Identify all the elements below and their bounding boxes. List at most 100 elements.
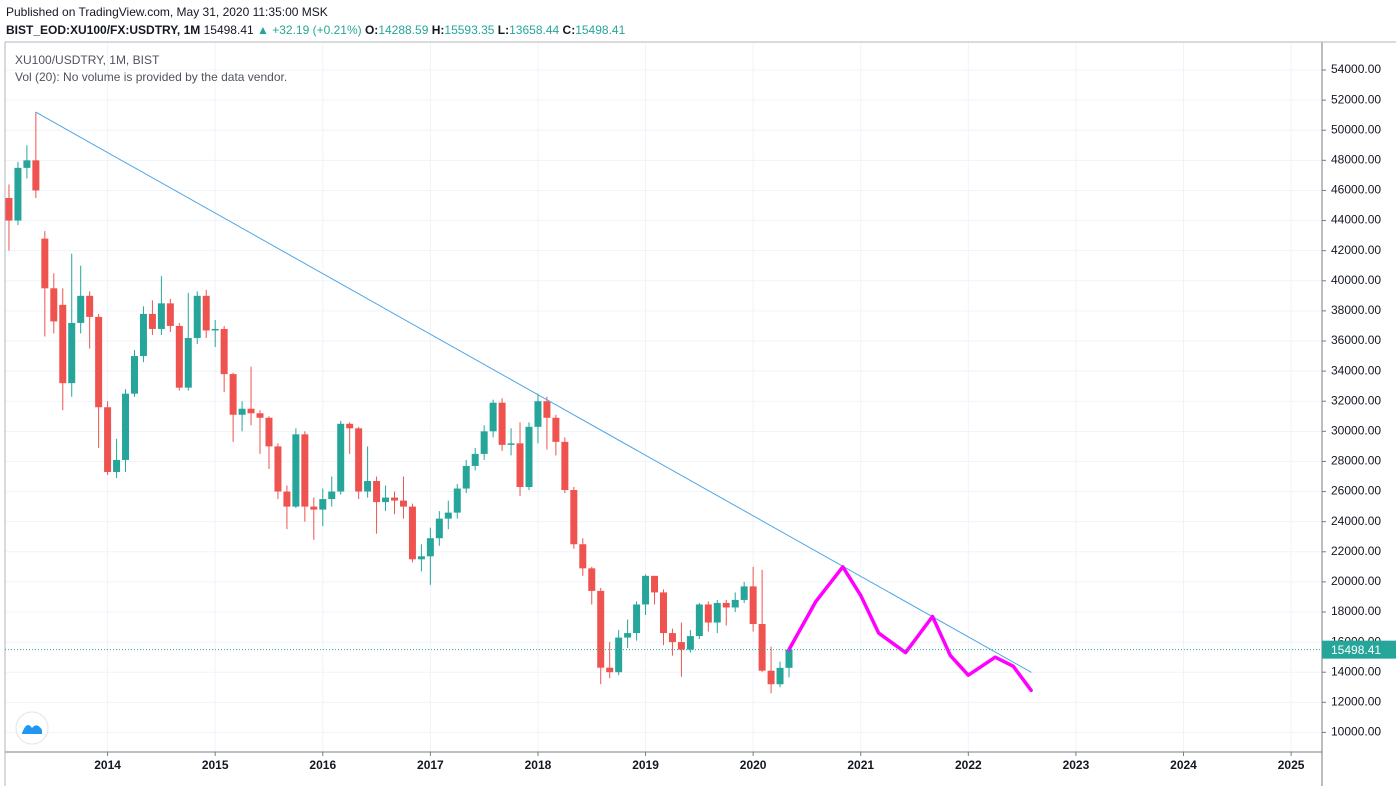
- y-tick-label: 26000.00: [1331, 484, 1381, 498]
- candle-body: [113, 459, 121, 472]
- candle-body: [247, 408, 255, 414]
- candle-body: [229, 374, 237, 415]
- y-tick-label: 34000.00: [1331, 363, 1381, 377]
- y-tick-label: 50000.00: [1331, 122, 1381, 136]
- l-label: L:: [497, 23, 510, 37]
- x-tick-label: 2019: [632, 758, 659, 772]
- candle-body: [722, 602, 730, 608]
- candle-body: [32, 160, 40, 191]
- projection-drawing: [787, 565, 1033, 693]
- published-line: Published on TradingView.com, May 31, 20…: [6, 5, 328, 19]
- candle-body: [86, 295, 94, 317]
- last-price-box: [1322, 640, 1396, 659]
- y-tick-label: 12000.00: [1331, 694, 1381, 708]
- candle-body: [704, 604, 712, 623]
- candle-body: [328, 491, 336, 500]
- o-value: 14288.59: [378, 23, 429, 37]
- candle-body: [310, 506, 318, 510]
- candle-body: [579, 544, 587, 569]
- candle-body: [534, 401, 542, 427]
- x-tick-label: 2025: [1278, 758, 1305, 772]
- x-tick-label: 2023: [1063, 758, 1090, 772]
- candle-body: [740, 586, 748, 600]
- y-tick-label: 24000.00: [1331, 514, 1381, 528]
- candle-body: [498, 402, 506, 445]
- candle-body: [202, 295, 210, 331]
- y-tick-label: 10000.00: [1331, 725, 1381, 739]
- x-tick-label: 2022: [955, 758, 982, 772]
- candle-body: [507, 443, 515, 445]
- candle-body: [175, 325, 183, 388]
- candle-body: [588, 568, 596, 591]
- candle-body: [543, 401, 551, 418]
- candle-body: [77, 295, 85, 323]
- plot-area: [5, 42, 1322, 752]
- y-tick-label: 38000.00: [1331, 303, 1381, 317]
- candle-body: [408, 506, 416, 560]
- y-tick-label: 44000.00: [1331, 213, 1381, 227]
- candle-body: [193, 295, 201, 338]
- y-tick-label: 48000.00: [1331, 153, 1381, 167]
- change: ▲ +32.19 (+0.21%): [257, 23, 362, 37]
- x-tick-label: 2024: [1170, 758, 1197, 772]
- h-label: H:: [431, 23, 445, 37]
- candle-body: [651, 575, 659, 593]
- candle-body: [220, 328, 228, 375]
- logo: [15, 711, 49, 745]
- candle-body: [713, 602, 721, 623]
- trend-line: [35, 111, 1032, 673]
- candle-body: [525, 426, 533, 488]
- candle-body: [597, 590, 605, 668]
- x-tick-label: 2020: [740, 758, 767, 772]
- candle-body: [570, 490, 578, 545]
- candle-body: [758, 624, 766, 671]
- symbol-line: BIST_EOD:XU100/FX:USDTRY, 1M 15498.41 ▲ …: [6, 23, 625, 37]
- candle-body: [686, 636, 694, 650]
- candle-body: [265, 417, 273, 447]
- candle-body: [444, 512, 452, 519]
- candle-body: [767, 670, 775, 685]
- candle-body: [355, 428, 363, 492]
- y-tick-label: 22000.00: [1331, 544, 1381, 558]
- y-tick-label: 40000.00: [1331, 273, 1381, 287]
- y-tick-label: 36000.00: [1331, 333, 1381, 347]
- y-tick-label: 20000.00: [1331, 574, 1381, 588]
- candle-body: [606, 667, 614, 673]
- candle-body: [552, 417, 560, 442]
- candle-body: [139, 313, 147, 357]
- candle-body: [615, 637, 623, 673]
- candle-body: [731, 599, 739, 608]
- candle-body: [23, 160, 31, 168]
- candle-body: [633, 604, 641, 634]
- candle-body: [695, 604, 703, 637]
- candle-body: [426, 538, 434, 557]
- candle-body: [5, 197, 13, 221]
- candle-body: [166, 303, 174, 326]
- y-tick-label: 46000.00: [1331, 183, 1381, 197]
- y-tick-label: 42000.00: [1331, 243, 1381, 257]
- x-tick-label: 2018: [525, 758, 552, 772]
- candle-body: [382, 497, 390, 503]
- y-tick-label: 52000.00: [1331, 92, 1381, 106]
- legend-line: XU100/USDTRY, 1M, BIST: [15, 53, 160, 67]
- y-tick-label: 18000.00: [1331, 604, 1381, 618]
- candle-body: [776, 667, 784, 685]
- candle-body: [480, 431, 488, 454]
- y-tick-label: 14000.00: [1331, 664, 1381, 678]
- candle-body: [659, 592, 667, 634]
- last-price-label: 15498.41: [1331, 643, 1381, 657]
- candle-body: [50, 288, 58, 322]
- candle-body: [785, 649, 793, 668]
- l-value: 13658.44: [509, 23, 560, 37]
- y-tick-label: 32000.00: [1331, 393, 1381, 407]
- candle-body: [292, 434, 300, 507]
- x-tick-label: 2016: [309, 758, 336, 772]
- candle-body: [373, 481, 381, 503]
- candle-body: [95, 316, 103, 408]
- candle-body: [749, 586, 757, 625]
- candle-body: [68, 322, 76, 384]
- candle-body: [516, 443, 524, 488]
- o-label: O:: [364, 23, 379, 37]
